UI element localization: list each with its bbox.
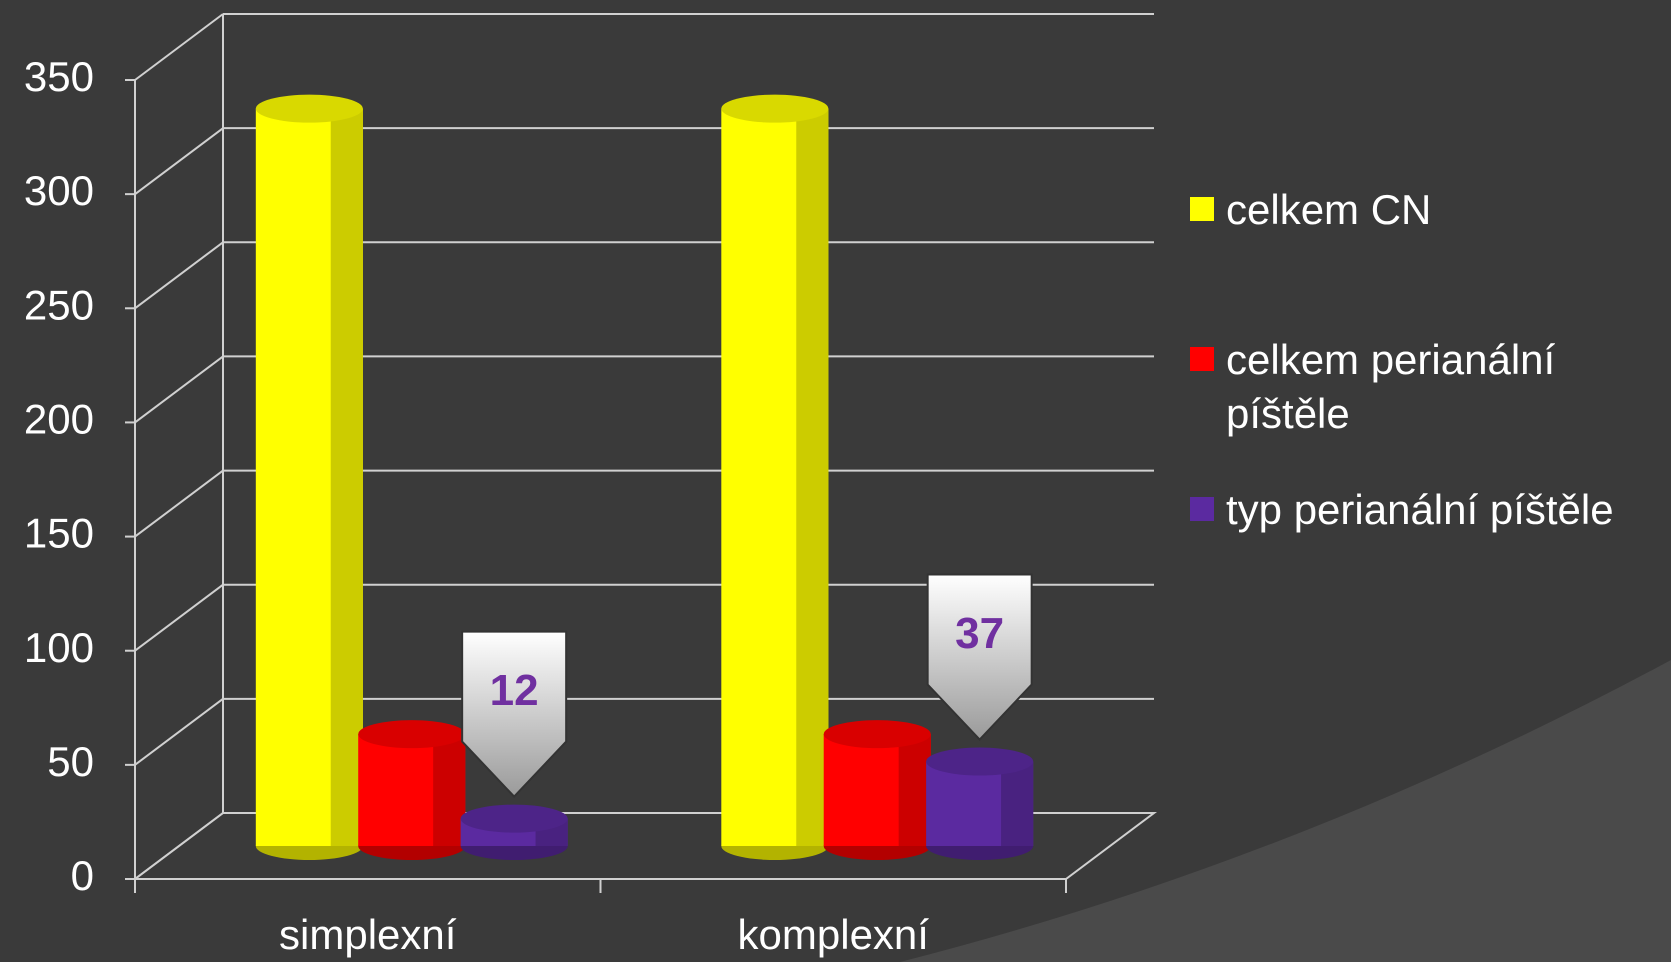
callout (926, 573, 1033, 741)
y-tick-label: 150 (24, 510, 94, 557)
legend-item: celkem perianální píštěle (1190, 333, 1660, 441)
bar-top (358, 720, 466, 749)
legend-swatch (1190, 197, 1214, 221)
bar-top (721, 94, 829, 123)
y-tick-label: 100 (24, 624, 94, 671)
y-tick-label: 250 (24, 281, 94, 328)
callout (461, 630, 568, 799)
legend-item: typ perianální píštěle (1190, 483, 1660, 537)
legend-swatch (1190, 497, 1214, 521)
bar-shade (330, 108, 363, 846)
y-tick-label: 350 (24, 53, 94, 100)
bar-top (255, 94, 363, 123)
grid-line (134, 812, 224, 880)
grid-line (134, 355, 224, 424)
bar-shade (796, 108, 829, 846)
bar-top (926, 747, 1034, 776)
bar-shade (433, 734, 466, 846)
legend-label: celkem CN (1226, 186, 1432, 233)
data-label: 12 (490, 666, 539, 715)
grid-line (134, 13, 224, 81)
y-tick-label: 300 (24, 167, 94, 214)
data-label: 37 (955, 609, 1004, 658)
y-tick-label: 50 (47, 738, 94, 785)
x-tick-label: komplexní (738, 911, 930, 958)
bar-shade (898, 734, 931, 846)
grid-line (134, 698, 224, 766)
y-tick-label: 200 (24, 396, 94, 443)
grid-line (134, 469, 224, 538)
bar-top (823, 720, 931, 749)
grid-line (134, 583, 224, 652)
legend-item: celkem CN (1190, 183, 1660, 237)
legend-label: celkem perianální píštěle (1226, 336, 1556, 437)
bar-top (460, 804, 568, 833)
grid-line (134, 127, 224, 195)
x-tick-label: simplexní (279, 911, 457, 958)
y-tick-label: 0 (71, 852, 94, 899)
legend-swatch (1190, 347, 1214, 371)
grid-line (134, 241, 224, 310)
legend-label: typ perianální píštěle (1226, 486, 1614, 533)
bar-shade (1001, 761, 1034, 846)
background-shape (900, 660, 1671, 962)
